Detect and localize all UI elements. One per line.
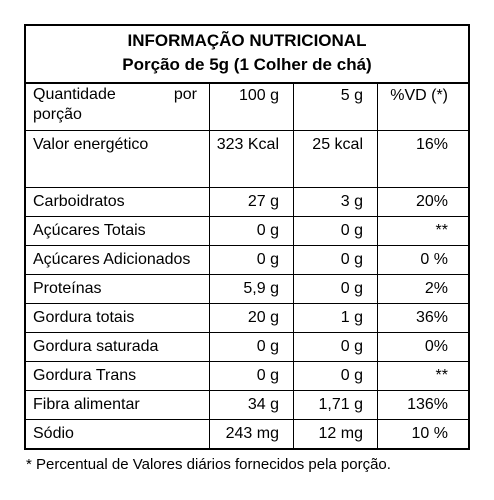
- table-row: Fibra alimentar 34 g 1,71 g 136%: [26, 391, 468, 420]
- serving-size: Porção de 5g (1 Colher de chá): [122, 55, 372, 74]
- table-row: Proteínas 5,9 g 0 g 2%: [26, 275, 468, 304]
- table-title: INFORMAÇÃO NUTRICIONAL: [127, 31, 367, 50]
- table-row: Sódio 243 mg 12 mg 10 %: [26, 420, 468, 450]
- col-100g-header: 100 g: [210, 82, 294, 130]
- footnote: * Percentual de Valores diários fornecid…: [26, 456, 391, 473]
- col-vd-header: %VD (*): [390, 87, 448, 104]
- quantity-label: Quantidade: [33, 86, 116, 103]
- nutrition-table: INFORMAÇÃO NUTRICIONAL Porção de 5g (1 C…: [24, 24, 470, 450]
- portion-label: porção: [33, 106, 82, 123]
- table-row: Gordura Trans 0 g 0 g **: [26, 362, 468, 391]
- per-label: por: [173, 86, 197, 103]
- table-row: Valor energético 323 Kcal 25 kcal 16%: [26, 131, 468, 188]
- quantity-label-cell: Quantidade por porção: [26, 82, 210, 130]
- table-header: INFORMAÇÃO NUTRICIONAL Porção de 5g (1 C…: [26, 26, 468, 84]
- table-row: Gordura totais 20 g 1 g 36%: [26, 304, 468, 333]
- column-header-row: Quantidade por porção 100 g 5 g %VD (*): [26, 82, 468, 131]
- table-row: Carboidratos 27 g 3 g 20%: [26, 188, 468, 217]
- table-row: Gordura saturada 0 g 0 g 0%: [26, 333, 468, 362]
- table-row: Açúcares Totais 0 g 0 g **: [26, 217, 468, 246]
- table-row: Açúcares Adicionados 0 g 0 g 0 %: [26, 246, 468, 275]
- col-5g-header: 5 g: [294, 82, 378, 130]
